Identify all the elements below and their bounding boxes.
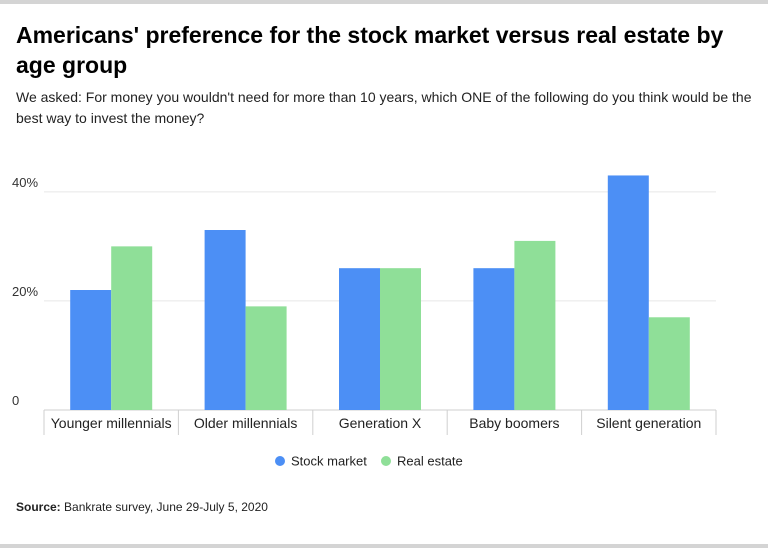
bar: [473, 268, 515, 410]
legend-label: Stock market: [291, 454, 367, 469]
bar: [514, 240, 556, 410]
y-tick-label: 20%: [12, 284, 38, 299]
bar: [245, 306, 287, 410]
source-note: Source: Bankrate survey, June 29-July 5,…: [16, 500, 268, 514]
y-tick-label: 0: [12, 393, 19, 408]
bar: [380, 268, 421, 410]
y-tick-label: 40%: [12, 175, 38, 190]
legend-marker: [381, 456, 391, 466]
bar: [339, 268, 380, 410]
legend-marker: [275, 456, 285, 466]
bar: [70, 290, 112, 410]
top-border: [0, 0, 768, 4]
bar: [204, 230, 246, 410]
x-tick-label: Generation X: [339, 415, 422, 431]
legend-label: Real estate: [397, 454, 463, 469]
x-tick-label: Younger millennials: [51, 415, 172, 431]
x-tick-label: Silent generation: [596, 415, 701, 431]
bar: [607, 175, 649, 410]
x-tick-label: Baby boomers: [469, 415, 559, 431]
chart-subtitle: We asked: For money you wouldn't need fo…: [16, 89, 752, 126]
bar: [111, 246, 153, 410]
source-text: Bankrate survey, June 29-July 5, 2020: [64, 500, 268, 514]
source-label: Source:: [16, 500, 61, 514]
bottom-border: [0, 544, 768, 548]
x-tick-label: Older millennials: [194, 415, 297, 431]
bar: [648, 317, 690, 410]
chart-title: Americans' preference for the stock mark…: [16, 22, 724, 78]
